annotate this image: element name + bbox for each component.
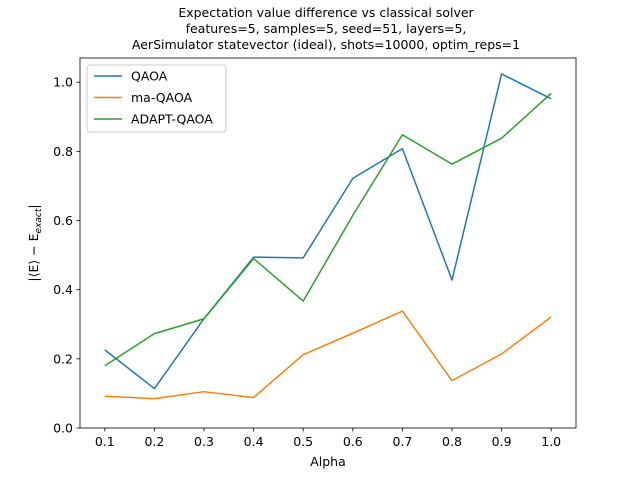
y-tick-label: 0.2 [53,351,73,366]
x-tick-label: 0.3 [194,434,214,449]
y-tick-label: 0.0 [53,421,73,436]
series-layer [104,73,552,400]
y-axis-ticks: 0.0 0.2 0.4 0.6 0.8 1.0 [53,75,80,436]
series-line-qaoa [104,73,552,390]
y-tick-label: 0.4 [53,282,73,297]
title-line-1: Expectation value difference vs classica… [178,5,474,20]
title-line-3: AerSimulator statevector (ideal), shots=… [132,37,520,52]
y-axis-label: |⟨E⟩ − Eexact| [26,204,44,281]
x-tick-label: 0.8 [442,434,462,449]
plot-frame [79,57,577,429]
x-tick-label: 0.1 [95,434,115,449]
legend-label-ma-qaoa: ma-QAOA [131,90,193,105]
x-tick-label: 0.9 [492,434,512,449]
series-line-adapt-qaoa [104,92,552,367]
x-tick-label: 0.5 [293,434,313,449]
x-tick-label: 0.6 [343,434,363,449]
y-tick-label: 0.6 [53,213,73,228]
x-axis-ticks: 0.1 0.2 0.3 0.4 0.5 0.6 0.7 0.8 0.9 1.0 [95,428,561,449]
title-line-2: features=5, samples=5, seed=51, layers=5… [186,21,467,36]
y-tick-label: 0.8 [53,144,73,159]
x-tick-label: 0.4 [244,434,264,449]
x-tick-label: 0.2 [144,434,164,449]
legend-box [86,64,227,133]
legend-label-adapt-qaoa: ADAPT-QAOA [131,112,213,127]
legend: QAOA ma-QAOA ADAPT-QAOA [86,64,227,133]
y-tick-label: 1.0 [53,75,73,90]
chart-title: Expectation value difference vs classica… [132,5,520,52]
x-axis-label: Alpha [310,454,346,469]
x-tick-label: 0.7 [392,434,412,449]
legend-label-qaoa: QAOA [131,69,168,84]
x-tick-label: 1.0 [541,434,561,449]
series-line-ma-qaoa [104,310,552,400]
